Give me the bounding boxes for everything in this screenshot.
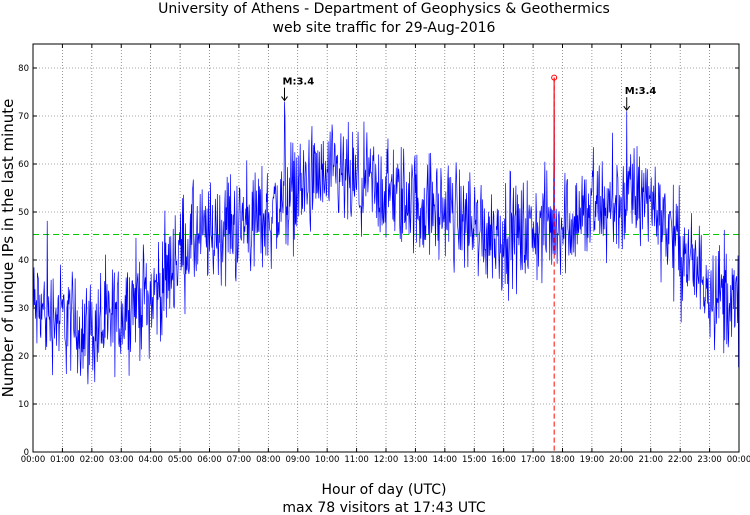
annotation-arrow-head [623, 105, 631, 112]
y-tick-label: 40 [18, 256, 29, 266]
chart-title: University of Athens - Department of Geo… [158, 1, 610, 17]
x-tick-label: 11:00 [344, 455, 369, 465]
x-tick-label: 06:00 [197, 455, 222, 465]
x-tick-label: 20:00 [609, 455, 634, 465]
max-marker-point [551, 74, 558, 81]
y-tick-label: 80 [18, 64, 29, 74]
x-tick-label: 05:00 [168, 455, 193, 465]
x-tick-label: 17:00 [521, 455, 546, 465]
x-tick-label: 00:00 [727, 455, 750, 465]
x-tick-label: 00:00 [21, 455, 46, 465]
plot-frame [32, 43, 740, 453]
y-tick-label: 70 [18, 112, 29, 122]
max-marker-group [551, 74, 558, 452]
x-tick-label: 15:00 [462, 455, 487, 465]
annotations-group: M:3.4 M:3.4 [281, 77, 657, 112]
x-tick-label: 02:00 [80, 455, 105, 465]
annotation-arrow-head [281, 96, 288, 102]
x-tick-label: 08:00 [256, 455, 281, 465]
x-tick-label: 03:00 [109, 455, 134, 465]
x-tick-label: 21:00 [639, 455, 664, 465]
x-tick-label: 07:00 [227, 455, 252, 465]
y-axis-label: Number of unique IPs in the last minute [0, 99, 17, 398]
x-tick-label: 13:00 [403, 455, 428, 465]
x-tick-label: 04:00 [138, 455, 163, 465]
x-tick-label: 16:00 [491, 455, 516, 465]
series-group [32, 77, 740, 385]
x-tick-label: 14:00 [433, 455, 458, 465]
x-tick-label: 19:00 [580, 455, 605, 465]
x-tick-label: 09:00 [286, 455, 311, 465]
grid-lines [33, 44, 739, 452]
x-tick-label: 22:00 [668, 455, 693, 465]
x-tick-label: 23:00 [697, 455, 722, 465]
y-tick-label: 20 [18, 352, 29, 362]
chart-footer: max 78 visitors at 17:43 UTC [282, 500, 485, 515]
y-tick-label: 10 [18, 400, 29, 410]
x-tick-label: 10:00 [315, 455, 340, 465]
x-axis-label: Hour of day (UTC) [322, 482, 447, 498]
annotation-label: M:3.4 [283, 77, 315, 88]
y-tick-label: 0 [24, 448, 29, 458]
y-tick-label: 50 [18, 208, 29, 218]
x-tick-label: 01:00 [50, 455, 75, 465]
annotation-label: M:3.4 [625, 86, 657, 97]
x-tick-label: 18:00 [550, 455, 575, 465]
chart-subtitle: web site traffic for 29-Aug-2016 [273, 20, 496, 36]
traffic-series-line [32, 77, 740, 385]
y-tick-label: 30 [18, 304, 29, 314]
y-tick-label: 60 [18, 160, 29, 170]
x-tick-label: 12:00 [374, 455, 399, 465]
axis-ticks: 00:00 01:00 02:00 03:00 04:00 05:00 06:00 07:00… [18, 44, 750, 465]
